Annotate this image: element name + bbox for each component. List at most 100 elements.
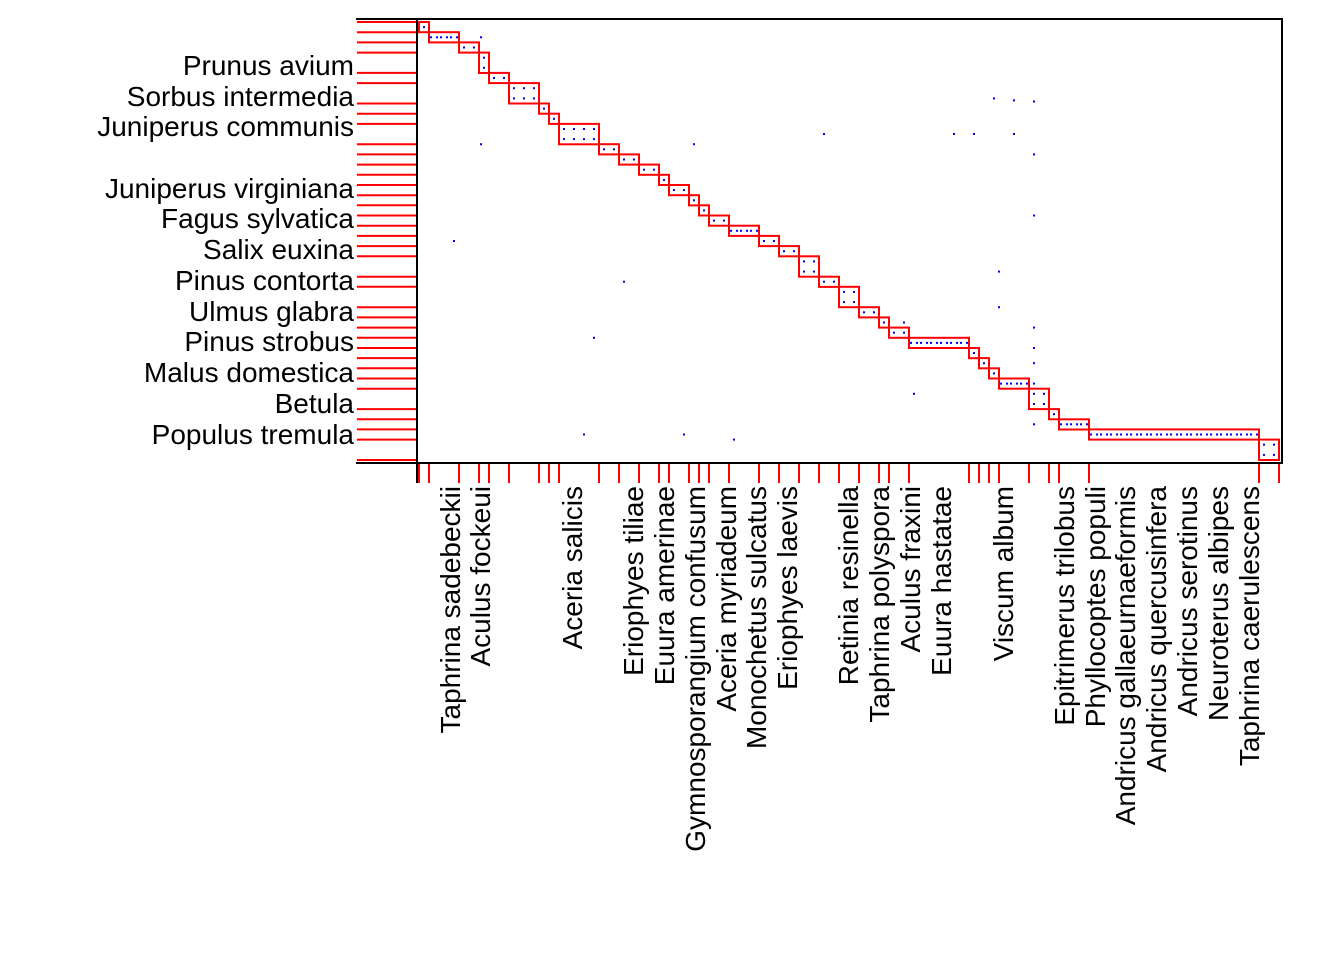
module-box <box>1048 408 1060 421</box>
outlier-cell <box>973 133 975 135</box>
x-tick-label: Euura amerinae <box>649 486 680 685</box>
interaction-cell <box>1080 423 1082 426</box>
module-box <box>1088 428 1260 441</box>
y-tick-label: Populus tremula <box>152 419 355 450</box>
interaction-cell <box>750 229 752 232</box>
interaction-cell <box>746 229 748 232</box>
interaction-cell <box>1053 413 1055 416</box>
interaction-cell <box>1170 433 1172 436</box>
interaction-cell <box>543 107 545 110</box>
interaction-cell <box>1006 382 1008 385</box>
outlier-cell <box>1033 153 1035 156</box>
interaction-cell <box>813 270 815 273</box>
interaction-cell <box>1263 453 1265 456</box>
interaction-cell <box>1206 433 1208 436</box>
interaction-cell <box>583 128 585 130</box>
x-tick-label: Neuroterus albipes <box>1203 486 1234 721</box>
interaction-cell <box>1100 433 1102 436</box>
interaction-cell <box>853 301 855 304</box>
x-axis <box>416 463 1280 483</box>
module-box <box>888 326 910 339</box>
interaction-cell <box>1160 433 1162 436</box>
interaction-cell <box>783 250 785 253</box>
interaction-cell <box>1273 443 1275 446</box>
interaction-cell <box>1156 433 1158 436</box>
interaction-cell <box>1033 403 1035 405</box>
interaction-cell <box>1120 433 1122 436</box>
x-tick-label: Retinia resinella <box>833 486 864 686</box>
interaction-cell <box>1066 423 1068 426</box>
outlier-cell <box>1013 99 1015 102</box>
interaction-cell <box>1126 433 1128 436</box>
module-box <box>1028 387 1050 411</box>
outlier-cell <box>993 97 995 100</box>
interaction-cell <box>940 341 942 344</box>
interaction-cell <box>440 36 442 39</box>
y-tick-label: Salix euxina <box>203 234 354 265</box>
module-box <box>778 245 800 258</box>
interaction-cell <box>903 331 905 334</box>
module-box <box>618 153 640 166</box>
module-box <box>818 275 840 288</box>
x-tick-label: Epitrimerus trilobus <box>1049 486 1080 726</box>
outlier-cell <box>953 133 955 135</box>
interaction-cell <box>756 229 758 232</box>
x-tick-label: Aculus fraxini <box>895 486 926 653</box>
interaction-cell <box>513 97 515 100</box>
outlier-cell <box>1013 133 1015 135</box>
interaction-cell <box>1076 423 1078 426</box>
outlier-cell <box>1033 326 1035 329</box>
interaction-cell <box>1210 433 1212 436</box>
outlier-cell <box>480 36 482 39</box>
interaction-cell <box>623 158 625 161</box>
interaction-cell <box>503 77 505 79</box>
outlier-cell <box>913 392 915 395</box>
outlier-cell <box>998 306 1000 309</box>
outlier-cell <box>593 336 595 339</box>
interaction-cell <box>1016 382 1018 385</box>
outlier-cell <box>903 321 905 324</box>
y-tick-label: Juniperus communis <box>97 111 354 142</box>
interaction-cell <box>1230 433 1232 436</box>
x-tick-label: Andricus quercusinfera <box>1141 486 1172 773</box>
interaction-cell <box>1130 433 1132 436</box>
x-tick-label: Aceria salicis <box>557 486 588 649</box>
interaction-cell <box>1106 433 1108 436</box>
module-box <box>858 306 880 319</box>
interaction-cell <box>1216 433 1218 436</box>
interaction-cell <box>673 189 675 192</box>
interaction-cell <box>553 117 555 120</box>
x-tick-label: Eriophyes laevis <box>772 486 803 690</box>
x-tick-label: Taphrina polyspora <box>864 486 895 723</box>
x-tick-label: Eriophyes tiliae <box>618 486 649 676</box>
outlier-cell <box>1033 362 1035 365</box>
interaction-cell <box>563 128 565 130</box>
module-box <box>688 194 700 207</box>
interaction-cell <box>446 36 448 39</box>
interaction-cell <box>1166 433 1168 436</box>
module-box <box>558 122 600 146</box>
interaction-cell <box>493 77 495 79</box>
y-tick-label: Juniperus virginiana <box>105 173 354 204</box>
interaction-cell <box>1146 433 1148 436</box>
interaction-cell <box>683 189 685 192</box>
module-box <box>998 377 1030 390</box>
interaction-cell <box>960 341 962 344</box>
interaction-cell <box>483 66 485 69</box>
y-tick-label: Pinus contorta <box>175 265 354 296</box>
interaction-cell <box>946 341 948 344</box>
y-tick-label: Malus domestica <box>144 357 355 388</box>
interaction-cell <box>883 321 885 324</box>
interaction-cell <box>430 36 432 39</box>
interaction-cell <box>1273 453 1275 456</box>
y-tick-label: Pinus strobus <box>184 326 354 357</box>
interaction-cell <box>1043 392 1045 395</box>
interaction-cell <box>916 341 918 344</box>
outlier-cell <box>683 433 685 436</box>
outlier-cell <box>1033 214 1035 217</box>
interaction-cell <box>833 280 835 283</box>
interaction-cell <box>863 311 865 314</box>
y-tick-label: Prunus avium <box>183 50 354 81</box>
interaction-cell <box>1220 433 1222 436</box>
interaction-cell <box>843 290 845 293</box>
